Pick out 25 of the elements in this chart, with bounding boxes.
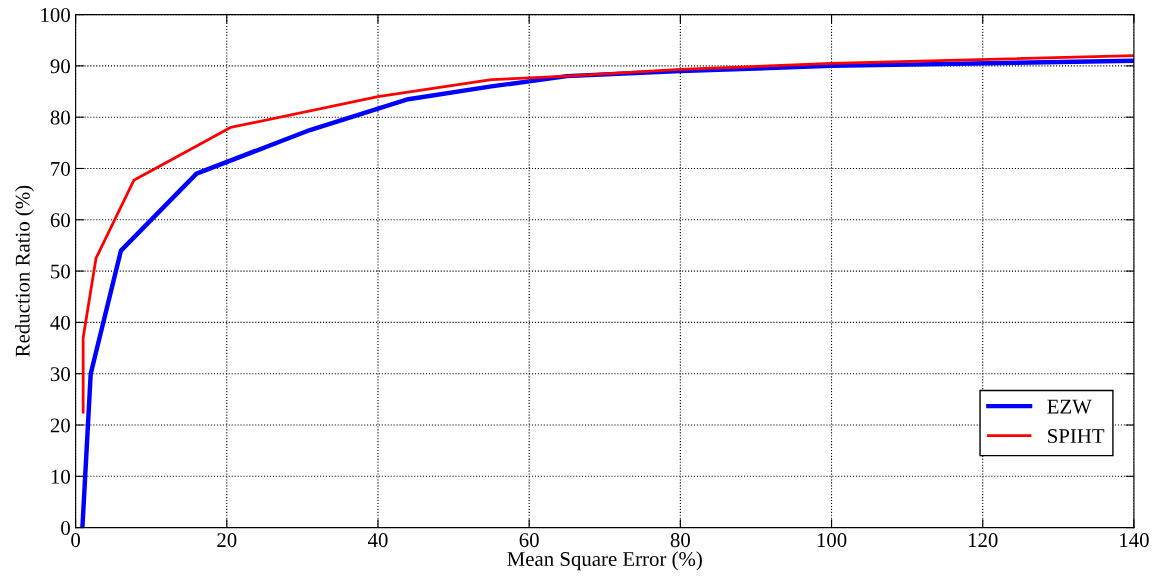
x-tick-label: 20 (217, 533, 237, 548)
y-axis-title: Reduction Ratio (%) (15, 185, 34, 357)
y-tick-label: 60 (50, 213, 70, 228)
y-tick-label: 90 (50, 59, 70, 74)
y-tick-label: 80 (50, 110, 70, 125)
y-tick-label: 30 (50, 367, 70, 382)
y-tick-label: 20 (50, 418, 70, 433)
y-tick-label: 100 (41, 7, 70, 23)
x-tick-label: 0 (71, 533, 81, 548)
y-tick-label: 40 (50, 315, 70, 330)
line-series (81, 54, 1134, 414)
legend-label: SPIHT (1048, 429, 1105, 444)
y-tick-label: 0 (61, 520, 70, 536)
legend-label: EZW (1047, 399, 1092, 414)
x-tick-label: 100 (817, 533, 847, 548)
y-tick-label: 70 (51, 161, 70, 176)
x-tick-label: 140 (1120, 533, 1149, 548)
x-tick-label: 80 (670, 533, 690, 548)
line-series (80, 58, 1134, 528)
y-tick-label: 50 (51, 264, 70, 279)
y-tick-label: 10 (51, 469, 70, 484)
x-axis-title: Mean Square Error (%) (507, 551, 702, 571)
x-tick-label: 120 (968, 533, 998, 548)
x-tick-label: 40 (367, 533, 388, 548)
x-tick-label: 60 (519, 533, 539, 548)
